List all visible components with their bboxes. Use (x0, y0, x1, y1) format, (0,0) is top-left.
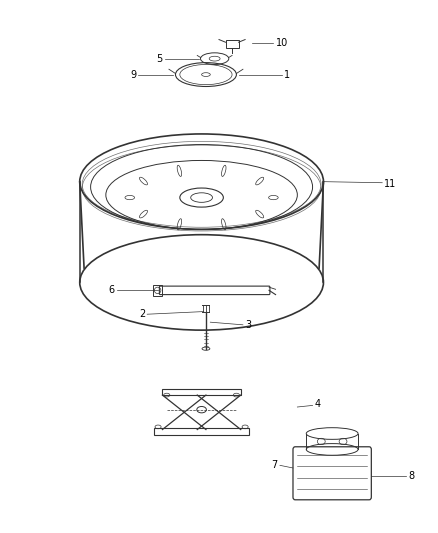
Bar (154, 429, 250, 435)
Text: 3: 3 (245, 320, 251, 330)
Text: 7: 7 (272, 461, 278, 470)
Text: 6: 6 (109, 285, 115, 295)
Text: 8: 8 (408, 471, 414, 481)
Bar (226, 39, 239, 48)
Text: 2: 2 (139, 309, 145, 319)
Bar (162, 389, 241, 395)
Text: 4: 4 (315, 399, 321, 409)
Text: 5: 5 (156, 54, 162, 63)
Text: 11: 11 (385, 179, 397, 189)
Text: 9: 9 (130, 70, 136, 79)
Text: 10: 10 (276, 38, 288, 49)
Bar (153, 285, 162, 296)
Text: 1: 1 (284, 70, 290, 79)
